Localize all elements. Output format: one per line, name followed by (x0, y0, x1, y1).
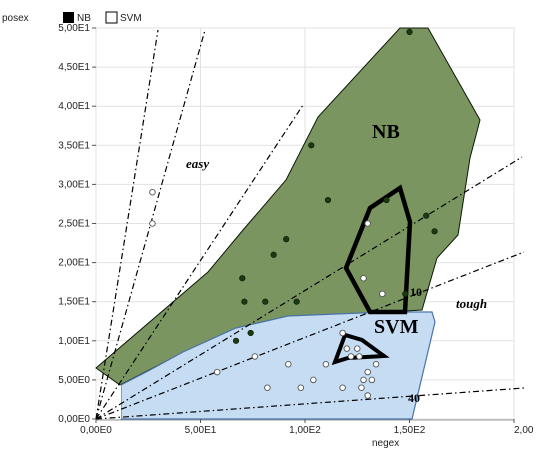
x-tick-label: 1,00E2 (289, 425, 321, 436)
svm-point (379, 290, 386, 298)
nb-point (406, 28, 413, 36)
y-tick-label: 4,00E1 (58, 101, 90, 112)
legend-swatch-svm (105, 11, 118, 24)
y-tick-label: 5,00E0 (58, 375, 90, 386)
svm-point (364, 368, 371, 376)
legend-label-svm: SVM (120, 13, 142, 24)
svm-point (310, 376, 317, 384)
svm-point (251, 353, 259, 360)
svm-point (339, 329, 346, 337)
x-tick-label: 2,00 (514, 425, 534, 436)
nb-point (324, 196, 332, 204)
svm-point (360, 274, 367, 282)
y-tick-label: 1,00E1 (58, 336, 90, 347)
y-tick-label: 2,00E1 (58, 258, 90, 269)
svm-point (339, 384, 346, 391)
ratio-line-40 (95, 387, 525, 420)
svm-point (285, 361, 292, 368)
x-tick-label: 0,00E0 (80, 425, 112, 436)
svm-point (343, 345, 351, 352)
y-tick-labels: 0,00E0 5,00E0 1,00E1 1,50E1 2,00E1 2,50E1 3,00… (58, 23, 96, 425)
svm-point (358, 384, 365, 391)
nb-points (232, 28, 438, 344)
region-label-nb: NB (372, 121, 400, 143)
ratio-line-easy-3 (95, 104, 304, 420)
nb-point (423, 212, 430, 219)
svm-point (372, 361, 380, 368)
y-tick-label: 5,00E1 (58, 23, 90, 34)
nb-point (247, 329, 254, 337)
svm-point (213, 368, 221, 376)
ratio-line-mid (95, 156, 523, 420)
svm-hull-outline (331, 332, 390, 366)
nb-point (232, 337, 240, 344)
legend-label-nb: NB (77, 13, 91, 24)
svm-point (364, 220, 371, 227)
annotation-tough: tough (456, 296, 487, 311)
ratio-label-10: 10 (410, 285, 422, 299)
nb-point (262, 298, 269, 305)
x-tick-labels: 0,00E0 5,00E1 1,00E2 1,50E2 2,00 (80, 419, 534, 436)
legend-swatch-nb (63, 12, 74, 23)
x-tick-label: 1,50E2 (394, 425, 426, 436)
nb-hull-outline (343, 184, 413, 315)
x-tick-label: 5,00E1 (185, 425, 217, 436)
ratio-label-40: 40 (408, 391, 420, 405)
annotation-easy: easy (186, 156, 209, 171)
nb-point (270, 251, 277, 258)
region-label-svm: SVM (374, 316, 419, 338)
nb-point (241, 298, 248, 305)
svm-point (322, 361, 330, 368)
nb-point (402, 290, 409, 297)
svm-point (364, 392, 371, 399)
svm-point (297, 384, 305, 391)
nb-point (383, 196, 390, 204)
nb-point (431, 228, 438, 235)
svm-points (149, 188, 386, 399)
nb-point (239, 275, 246, 282)
ratio-line-easy-2 (95, 29, 159, 420)
svm-point (149, 220, 156, 227)
y-tick-label: 1,50E1 (58, 297, 90, 308)
svm-point (356, 353, 363, 360)
y-tick-label: 3,00E1 (58, 179, 90, 190)
ratio-lines (95, 29, 525, 420)
svm-point (368, 376, 376, 384)
svm-white-wedge (96, 385, 121, 419)
svm-point (264, 384, 271, 391)
nb-point (308, 142, 315, 149)
nb-point (293, 298, 300, 305)
svm-point (360, 376, 367, 384)
x-axis-title: negex (372, 438, 399, 449)
legend: NB SVM (63, 11, 142, 24)
svm-point (347, 353, 355, 360)
svm-point (149, 188, 156, 196)
ratio-line-10 (95, 251, 525, 420)
y-tick-label: 4,50E1 (58, 62, 90, 73)
y-tick-label: 2,50E1 (58, 219, 90, 230)
svm-point (354, 345, 361, 352)
nb-point (283, 236, 290, 243)
y-tick-label: 3,50E1 (58, 140, 90, 151)
y-axis-title: posex (2, 13, 29, 24)
y-tick-label: 0,00E0 (58, 414, 90, 425)
